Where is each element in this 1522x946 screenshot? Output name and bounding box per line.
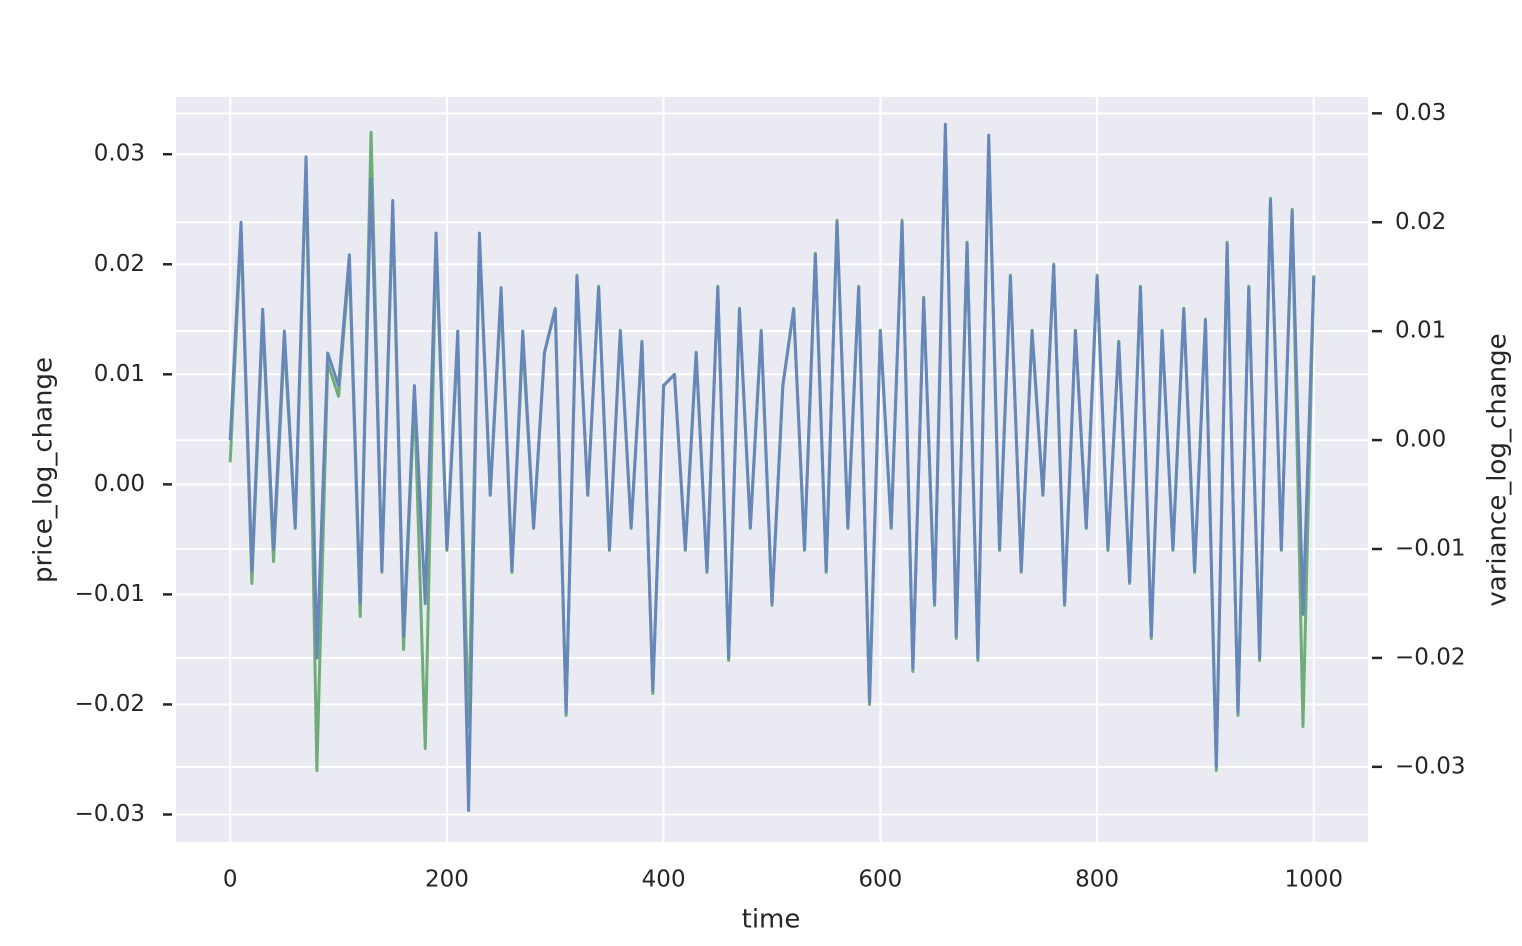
x-tick-label: 0 (223, 867, 238, 893)
y-axis-label: price_log_change (29, 357, 59, 583)
y-tick-label: −0.03 (75, 801, 145, 827)
y-tick-label: 0.00 (94, 471, 145, 497)
x-tick-label: 200 (425, 867, 469, 893)
y-tick-label: −0.01 (75, 581, 145, 607)
x-axis-label: time (742, 905, 801, 935)
y-tick-label: 0.01 (94, 361, 145, 387)
x-tick-label: 600 (858, 867, 902, 893)
x-tick-label: 800 (1075, 867, 1119, 893)
y-tick-label: 0.03 (94, 141, 145, 167)
x-tick-label: 1000 (1285, 867, 1344, 893)
y2-tick-label: 0.02 (1395, 209, 1446, 235)
series-line (228, 122, 1316, 812)
y-tick-label: −0.02 (75, 691, 145, 717)
y2-tick-label: 0.01 (1395, 318, 1446, 344)
y2-tick-label: −0.01 (1395, 536, 1465, 562)
x-tick-label: 400 (642, 867, 686, 893)
y-tick-label: 0.02 (94, 251, 145, 277)
y2-tick-label: 0.00 (1395, 427, 1446, 453)
y2-tick-label: −0.03 (1395, 753, 1465, 779)
y2-axis-label: variance_log_change (1483, 333, 1513, 606)
y2-tick-label: 0.03 (1395, 100, 1446, 126)
y2-tick-label: −0.02 (1395, 644, 1465, 670)
